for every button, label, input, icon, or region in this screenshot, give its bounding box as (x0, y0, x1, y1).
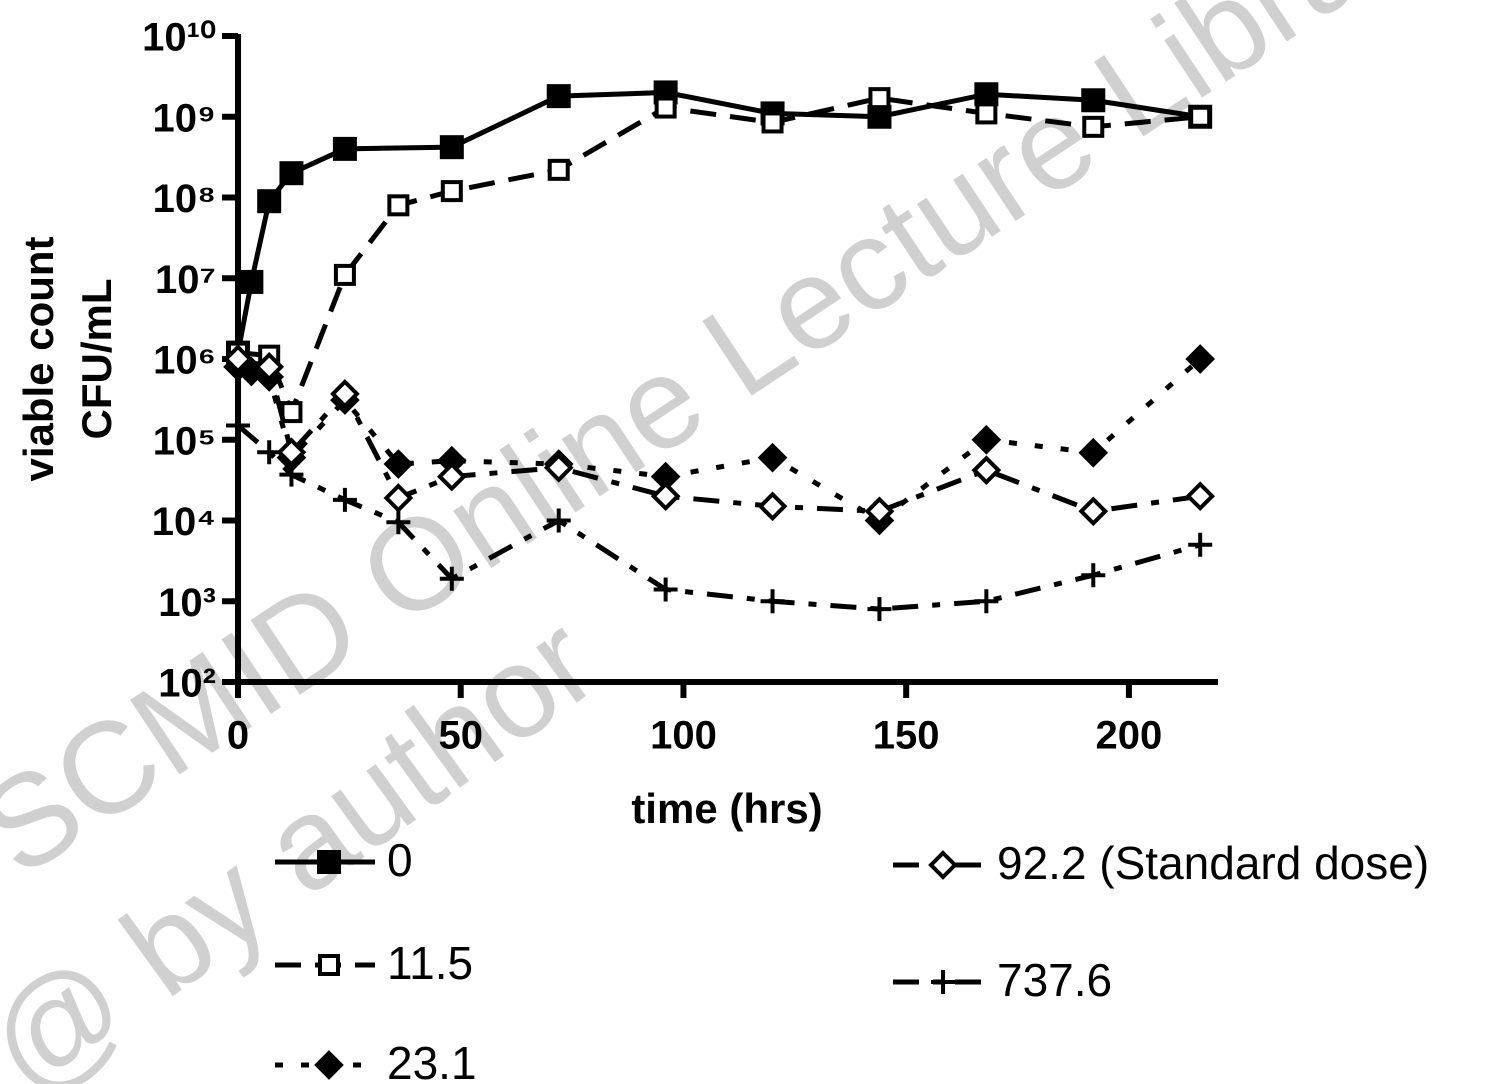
marker (971, 424, 1002, 455)
marker (386, 510, 411, 535)
marker (279, 462, 304, 487)
marker (757, 442, 788, 473)
marker (546, 508, 571, 533)
y-tick-label: 10² (158, 662, 216, 706)
x-tick-label: 100 (650, 714, 717, 758)
marker (654, 96, 677, 119)
marker (974, 589, 999, 614)
legend-item: 23.1 (275, 1037, 477, 1084)
y-axis-title: CFU/mL (73, 279, 120, 440)
y-axis-title: viable count (15, 236, 62, 481)
marker (332, 487, 357, 512)
marker (971, 455, 1002, 486)
marker (223, 344, 253, 374)
series-line (237, 357, 1202, 524)
marker (1185, 344, 1216, 374)
marker (257, 189, 282, 214)
y-tick-label: 10⁸ (153, 177, 216, 221)
marker (317, 850, 341, 874)
marker (931, 970, 955, 994)
marker (1078, 496, 1109, 527)
legend-item: 737.6 (893, 954, 1112, 1006)
marker (254, 351, 285, 382)
marker (1188, 532, 1213, 557)
legend-item: 92.2 (Standard dose) (893, 837, 1429, 889)
legend-item: 0 (275, 834, 413, 886)
legend-item: 11.5 (275, 937, 473, 989)
marker (928, 850, 958, 880)
marker (330, 379, 360, 409)
marker (974, 82, 999, 107)
x-tick-label: 150 (873, 714, 940, 758)
x-tick-label: 50 (438, 714, 483, 758)
y-tick-label: 10⁷ (155, 258, 216, 302)
x-tick-label: 0 (227, 714, 249, 758)
y-tick-label: 10³ (158, 581, 216, 625)
marker (1082, 115, 1105, 138)
marker (387, 194, 410, 217)
marker (318, 954, 340, 976)
marker (383, 483, 414, 513)
marker (867, 104, 892, 129)
y-tick-label: 10⁹ (153, 96, 216, 140)
marker (333, 263, 356, 286)
marker (436, 461, 467, 492)
legend-label: 0 (387, 834, 413, 886)
marker (650, 481, 681, 512)
marker (864, 496, 895, 527)
marker (279, 161, 304, 186)
marker (332, 136, 357, 161)
y-tick-label: 10⁵ (153, 419, 216, 463)
marker (543, 452, 574, 483)
y-tick-label: 10⁴ (152, 500, 216, 544)
marker (1189, 105, 1212, 128)
marker (867, 597, 892, 622)
marker (546, 84, 571, 109)
marker (1078, 437, 1109, 468)
marker (547, 158, 570, 181)
marker (383, 449, 414, 479)
marker (257, 440, 282, 465)
legend-label: 737.6 (997, 954, 1112, 1006)
marker (440, 180, 463, 203)
marker (439, 135, 464, 160)
marker (757, 491, 788, 522)
legend-label: 92.2 (Standard dose) (997, 837, 1429, 889)
x-tick-label: 200 (1096, 714, 1163, 758)
marker (314, 1050, 344, 1080)
marker (1185, 481, 1216, 512)
legend-label: 23.1 (387, 1037, 477, 1084)
marker (226, 413, 250, 438)
marker (1081, 563, 1106, 588)
y-tick-label: 10⁶ (153, 339, 216, 383)
marker (761, 111, 784, 134)
marker (1081, 88, 1106, 113)
x-axis-title: time (hrs) (631, 785, 822, 832)
watermark: SCMID Online Lecture Library (0, 0, 1481, 903)
marker (653, 577, 678, 602)
marker (439, 566, 464, 591)
y-tick-label: 10¹⁰ (142, 16, 216, 60)
marker (868, 87, 891, 110)
legend-label: 11.5 (387, 937, 473, 989)
marker (760, 589, 785, 614)
marker (975, 102, 998, 125)
marker (239, 269, 264, 294)
